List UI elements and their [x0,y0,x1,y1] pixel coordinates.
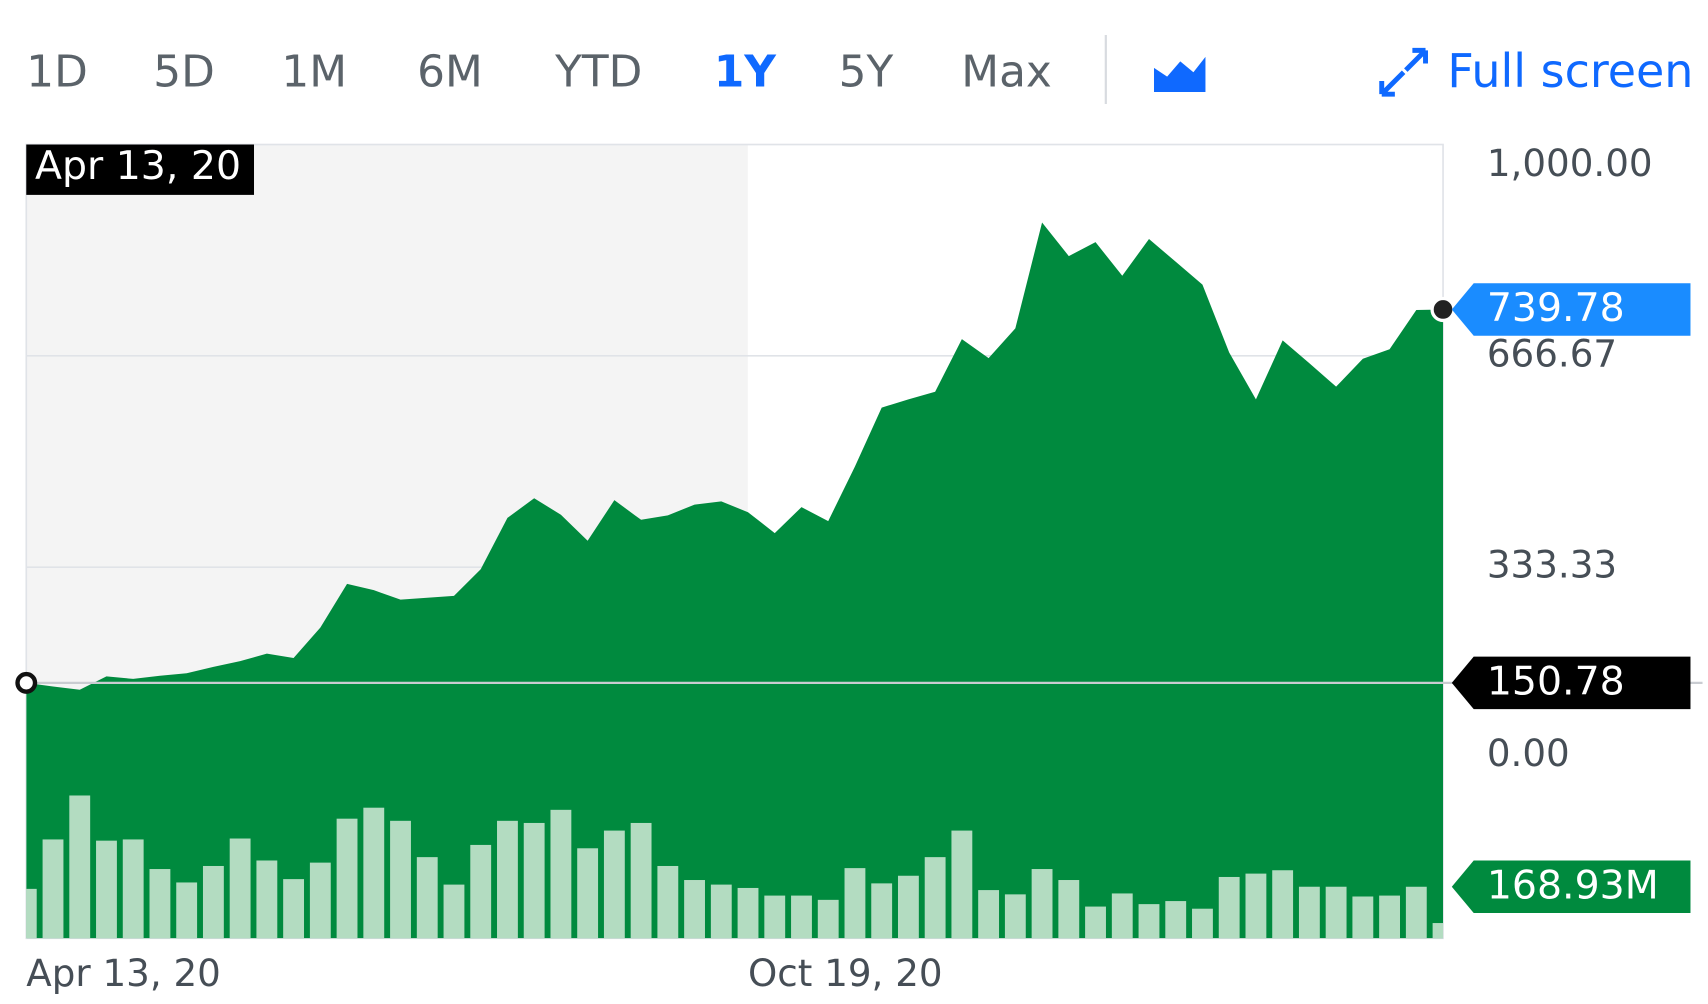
volume-bar [229,838,251,939]
volume-bar [630,822,652,939]
range-button[interactable]: 1Y [714,46,777,97]
volume-bar [1298,886,1320,939]
volume-bar [550,809,572,939]
volume-bar [256,860,278,939]
volume-bar [764,895,786,939]
volume-bar [443,884,465,939]
price-area [26,222,1444,939]
y-tick-label: 1,000.00 [1487,141,1653,185]
range-button[interactable]: 1D [26,46,88,97]
volume-bar [96,840,117,939]
last-price-badge: 739.78 [1487,285,1625,331]
volume-bar [497,820,518,939]
range-button[interactable]: 6M [417,46,483,97]
volume-bar [309,862,331,939]
volume-bar [1058,880,1080,939]
full-screen-button[interactable]: Full screen [1379,44,1694,98]
volume-bar [684,880,705,939]
volume-bar [1138,904,1160,939]
previous-close-badge: 150.78 [1487,658,1625,704]
volume-bar [1085,906,1106,939]
volume-bar [202,865,224,939]
volume-bar [26,888,37,939]
x-tick-label: Oct 19, 20 [748,951,943,995]
previous-close-badge-bg [1451,656,1691,710]
volume-bar [577,848,599,939]
y-tick-label: 666.67 [1487,331,1617,375]
volume-bar [871,883,893,939]
range-button[interactable]: YTD [554,46,642,97]
volume-bar [1111,893,1133,939]
volume-bar [390,820,411,939]
volume-bar [470,844,492,939]
volume-bar [710,884,732,939]
volume-badge: 168.93M [1487,862,1659,908]
volume-bar [951,830,973,939]
volume-bar [924,857,946,939]
volume-bar [737,887,759,939]
volume-bar [978,890,1000,939]
chart-type-button[interactable] [1153,56,1206,92]
volume-bar [1165,901,1187,939]
volume-bar [42,839,64,939]
volume-bar [1272,870,1294,939]
y-tick-label: 333.33 [1487,543,1617,587]
volume-bar [69,795,91,939]
volume-bar [791,895,812,939]
volume-bar [363,807,385,939]
volume-bar [657,865,679,939]
volume-bar [817,899,839,939]
volume-bar [416,857,438,939]
volume-bar [1325,886,1347,939]
volume-bar [1192,908,1213,939]
end-dot [1430,296,1456,323]
volume-bar [1379,895,1401,939]
last-price-badge-bg [1451,283,1691,336]
volume-bar [1432,923,1444,939]
area-icon [1153,56,1206,92]
volume-bar [283,879,305,939]
hover-date-bg [26,144,255,195]
volume-bar [149,869,171,939]
volume-bar [1352,896,1374,939]
start-dot [15,671,38,694]
plot [26,222,1444,939]
volume-bar [1004,894,1026,939]
volume-bar [1031,869,1053,939]
range-button[interactable]: 5Y [839,46,894,97]
volume-bar [336,818,358,939]
volume-bar [1218,876,1240,939]
volume-bar [897,875,919,939]
range-button[interactable]: Max [961,46,1052,97]
volume-bar [1405,886,1427,939]
range-button[interactable]: 5D [153,46,215,97]
volume-bar [176,882,198,939]
range-button[interactable]: 1M [281,46,347,97]
hover-date: Apr 13, 20 [35,143,241,189]
y-tick-label: 0.00 [1487,731,1570,775]
volume-bar [603,830,625,939]
x-tick-label: Apr 13, 20 [26,951,221,995]
expand-icon [1379,47,1428,97]
volume-badge-bg [1451,860,1691,914]
volume-bar [844,868,866,939]
volume-bar [1245,873,1267,939]
volume-bar [523,822,545,939]
volume-bar [122,839,144,939]
full-screen-label: Full screen [1447,44,1693,98]
